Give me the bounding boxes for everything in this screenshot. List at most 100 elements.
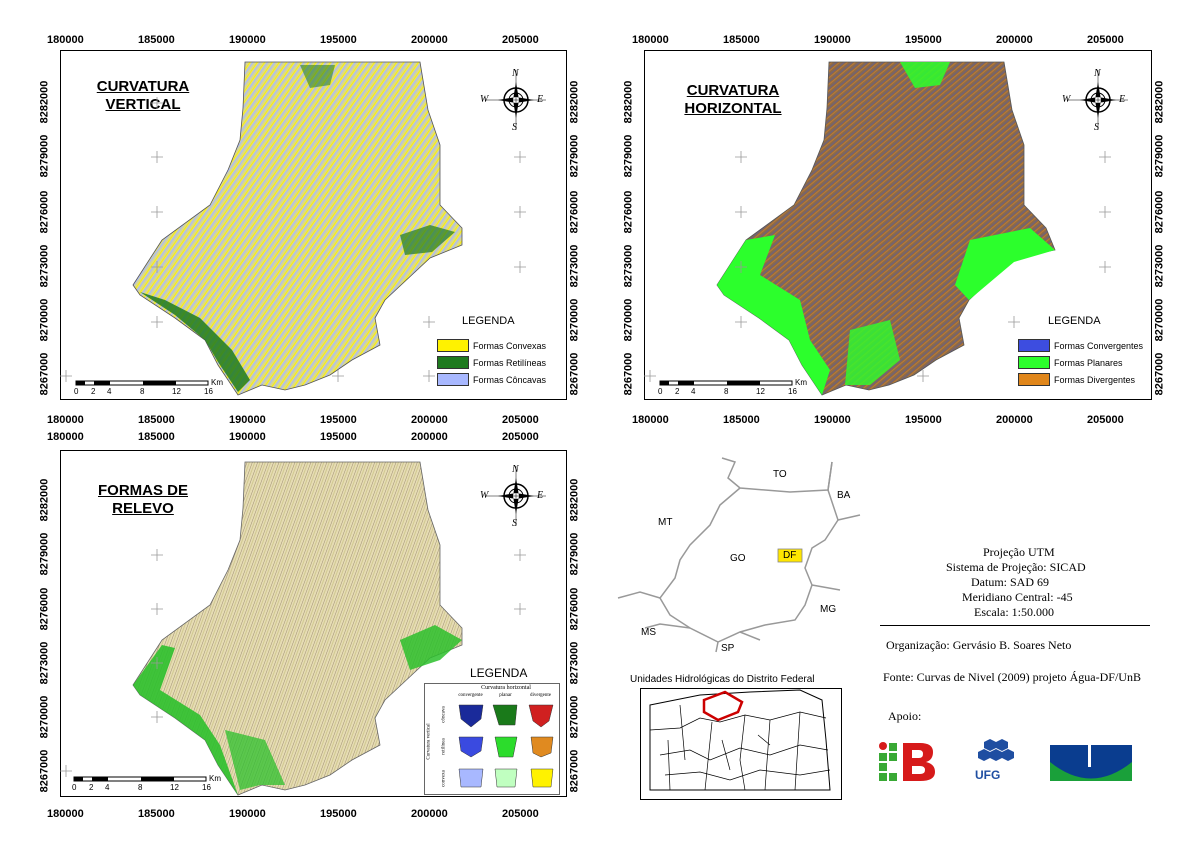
x-tick: 195000 (905, 34, 942, 46)
x-tick: 200000 (411, 414, 448, 426)
x-tick: 195000 (320, 808, 357, 820)
x-tick: 190000 (814, 34, 851, 46)
x-tick: 180000 (47, 34, 84, 46)
x-tick: 195000 (320, 34, 357, 46)
state-label: TO (773, 469, 787, 480)
scale-label: 16 (204, 387, 213, 396)
x-tick: 180000 (47, 808, 84, 820)
scale-label: 4 (107, 387, 112, 396)
map-title-line2: RELEVO (112, 500, 174, 517)
x-tick: 180000 (47, 431, 84, 443)
info-divider (880, 625, 1150, 626)
scale-label: 12 (756, 387, 765, 396)
scale-label: 2 (675, 387, 680, 396)
scale-label: 8 (724, 387, 729, 396)
ifb-logo (879, 742, 935, 781)
scale-label: 2 (91, 387, 96, 396)
compass-s: S (512, 122, 517, 133)
x-tick: 195000 (320, 414, 357, 426)
x-tick: 205000 (502, 414, 539, 426)
x-tick: 195000 (320, 431, 357, 443)
map-title-line1: CURVATURA (686, 82, 780, 99)
scale-unit: Km (211, 378, 223, 387)
compass-n: N (1094, 68, 1101, 79)
df-unit-highlight (702, 690, 744, 722)
x-tick: 190000 (814, 414, 851, 426)
scale-label: 12 (170, 783, 179, 792)
hydro-frame (640, 688, 842, 800)
scale-unit: Km (209, 774, 221, 783)
map-title-line2: HORIZONTAL (684, 100, 782, 117)
state-label: SP (721, 643, 735, 654)
scale-label: 4 (691, 387, 696, 396)
x-tick: 195000 (905, 414, 942, 426)
x-tick: 205000 (1087, 34, 1124, 46)
info-support: Apoio: (888, 709, 922, 723)
scale-label: 0 (72, 783, 77, 792)
x-tick: 185000 (138, 808, 175, 820)
compass-e: E (537, 94, 544, 105)
scale-label: 0 (74, 387, 79, 396)
scale-label: 16 (202, 783, 211, 792)
x-tick: 205000 (502, 808, 539, 820)
state-label: MG (820, 604, 837, 615)
x-tick: 185000 (138, 431, 175, 443)
x-tick: 205000 (502, 431, 539, 443)
scale-label: 16 (788, 387, 797, 396)
unb-logo (1050, 745, 1132, 781)
x-tick: 205000 (1087, 414, 1124, 426)
compass-w: W (480, 490, 489, 501)
x-tick: 185000 (138, 34, 175, 46)
info-datum: Datum: SAD 69 (971, 575, 1049, 589)
x-tick: 180000 (632, 34, 669, 46)
info-projection: Projeção UTM (983, 545, 1055, 559)
x-tick: 200000 (411, 34, 448, 46)
compass-n: N (512, 68, 519, 79)
scale-label: 0 (658, 387, 663, 396)
x-tick: 190000 (229, 431, 266, 443)
map-title-line1: CURVATURA (96, 78, 190, 95)
x-tick: 180000 (47, 414, 84, 426)
x-tick: 200000 (411, 431, 448, 443)
compass-e: E (537, 490, 544, 501)
compass-s: S (512, 518, 517, 529)
compass-s: S (1094, 122, 1099, 133)
x-tick: 200000 (996, 34, 1033, 46)
ufg-logo-text: UFG (975, 768, 1001, 782)
state-label: DF (783, 550, 797, 561)
scale-label: 4 (105, 783, 110, 792)
scale-unit: Km (795, 378, 807, 387)
x-tick: 185000 (138, 414, 175, 426)
df-highlight (777, 548, 803, 563)
x-tick: 185000 (723, 34, 760, 46)
scale-label: 8 (138, 783, 143, 792)
compass-n: N (512, 464, 519, 475)
state-label: MT (658, 517, 673, 528)
info-source: Fonte: Curvas de Nivel (2009) projeto Ág… (883, 670, 1141, 684)
x-tick: 200000 (411, 808, 448, 820)
scale-label: 8 (140, 387, 145, 396)
info-organization: Organização: Gervásio B. Soares Neto (886, 638, 1072, 652)
scale-label: 2 (89, 783, 94, 792)
state-label: GO (730, 553, 746, 564)
x-tick: 190000 (229, 414, 266, 426)
ufg-logo (978, 739, 1014, 761)
compass-w: W (1062, 94, 1071, 105)
info-scale: Escala: 1:50.000 (974, 605, 1054, 619)
map-title-line1: FORMAS DE (98, 482, 188, 499)
state-label: BA (837, 490, 851, 501)
compass-e: E (1119, 94, 1126, 105)
x-tick: 200000 (996, 414, 1033, 426)
map-title: FORMAS DE RELEVO (88, 482, 198, 518)
hydro-title: Unidades Hidrológicas do Distrito Federa… (630, 674, 815, 685)
matrix-col-label: divergente (529, 693, 551, 698)
info-meridian: Meridiano Central: -45 (962, 590, 1073, 604)
x-tick: 190000 (229, 34, 266, 46)
x-tick: 180000 (632, 414, 669, 426)
compass-w: W (480, 94, 489, 105)
x-tick: 185000 (723, 414, 760, 426)
x-tick: 205000 (502, 34, 539, 46)
x-tick: 190000 (229, 808, 266, 820)
